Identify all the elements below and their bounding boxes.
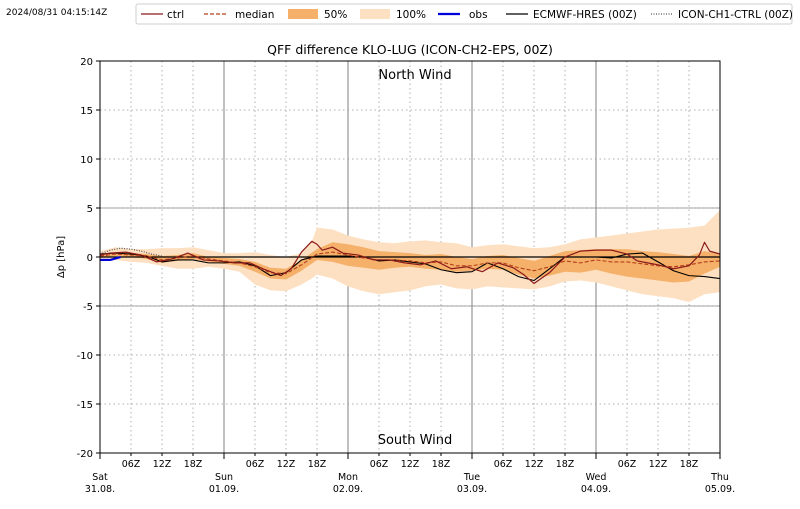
x-day-label: Sun — [215, 472, 233, 483]
x-day-label: Wed — [586, 472, 607, 483]
legend-label-p100: 100% — [396, 9, 426, 21]
legend-label-p50: 50% — [324, 9, 347, 21]
y-tick-label: -10 — [77, 351, 93, 362]
x-day-label: Tue — [463, 472, 480, 483]
y-tick-label: 5 — [87, 204, 93, 215]
x-hour-label: 18Z — [432, 459, 451, 470]
x-hour-label: 06Z — [246, 459, 265, 470]
x-hour-label: 12Z — [649, 459, 668, 470]
x-hour-label: 06Z — [370, 459, 389, 470]
annotation-north-wind: North Wind — [378, 68, 451, 83]
x-hour-label: 12Z — [277, 459, 296, 470]
legend-label-ecmwf: ECMWF-HRES (00Z) — [533, 9, 637, 21]
x-hour-label: 06Z — [618, 459, 637, 470]
x-hour-label: 06Z — [494, 459, 513, 470]
x-date-label: 03.09. — [457, 484, 487, 495]
annotation-south-wind: South Wind — [378, 433, 453, 448]
x-day-label: Sat — [92, 472, 108, 483]
x-date-label: 04.09. — [581, 484, 611, 495]
timestamp: 2024/08/31 04:15:14Z — [6, 8, 107, 18]
x-hour-label: 12Z — [525, 459, 544, 470]
chart-title: QFF difference KLO-LUG (ICON-CH2-EPS, 00… — [267, 42, 553, 57]
y-tick-label: -20 — [77, 449, 93, 460]
y-tick-label: 0 — [87, 253, 93, 264]
legend: ctrl median 50% 100% obs ECMWF-HRES (00Z) ICON… — [135, 3, 793, 25]
x-date-label: 31.08. — [85, 484, 115, 495]
legend-swatch-p50 — [288, 9, 318, 19]
x-hour-label: 18Z — [556, 459, 575, 470]
series-icon-ch1-ctrl — [100, 247, 163, 257]
legend-label-median: median — [235, 9, 274, 21]
series-obs — [100, 255, 121, 262]
series-ctrl — [100, 240, 720, 285]
legend-label-obs: obs — [469, 9, 488, 21]
x-date-label: 01.09. — [209, 484, 239, 495]
series-ecmwf-hres — [100, 252, 720, 282]
x-hour-label: 06Z — [122, 459, 141, 470]
y-axis-label: Δp [hPa] — [56, 236, 67, 278]
x-day-label: Mon — [338, 472, 358, 483]
y-tick-label: 20 — [80, 57, 93, 68]
x-hour-label: 18Z — [184, 459, 203, 470]
x-axis: 06Z 12Z 18Z 06Z 12Z 18Z 06Z 12Z 18Z 06Z 12Z 18Z 06Z 1… — [85, 453, 735, 495]
y-tick-label: -5 — [83, 302, 93, 313]
x-date-label: 02.09. — [333, 484, 363, 495]
x-hour-label: 12Z — [153, 459, 172, 470]
x-hour-label: 18Z — [680, 459, 699, 470]
x-hour-label: 18Z — [308, 459, 327, 470]
y-tick-label: -15 — [77, 400, 93, 411]
x-day-label: Thu — [710, 472, 729, 483]
y-axis: -20 -15 -10 -5 0 5 10 15 20 — [77, 57, 100, 460]
lines — [100, 240, 720, 285]
x-hour-label: 12Z — [401, 459, 420, 470]
y-tick-label: 10 — [80, 155, 93, 166]
x-date-label: 05.09. — [705, 484, 735, 495]
y-tick-label: 15 — [80, 106, 93, 117]
series-median — [100, 251, 720, 275]
legend-label-ctrl: ctrl — [167, 9, 184, 21]
legend-label-ch1: ICON-CH1-CTRL (00Z) — [678, 9, 793, 21]
legend-swatch-p100 — [360, 9, 390, 19]
